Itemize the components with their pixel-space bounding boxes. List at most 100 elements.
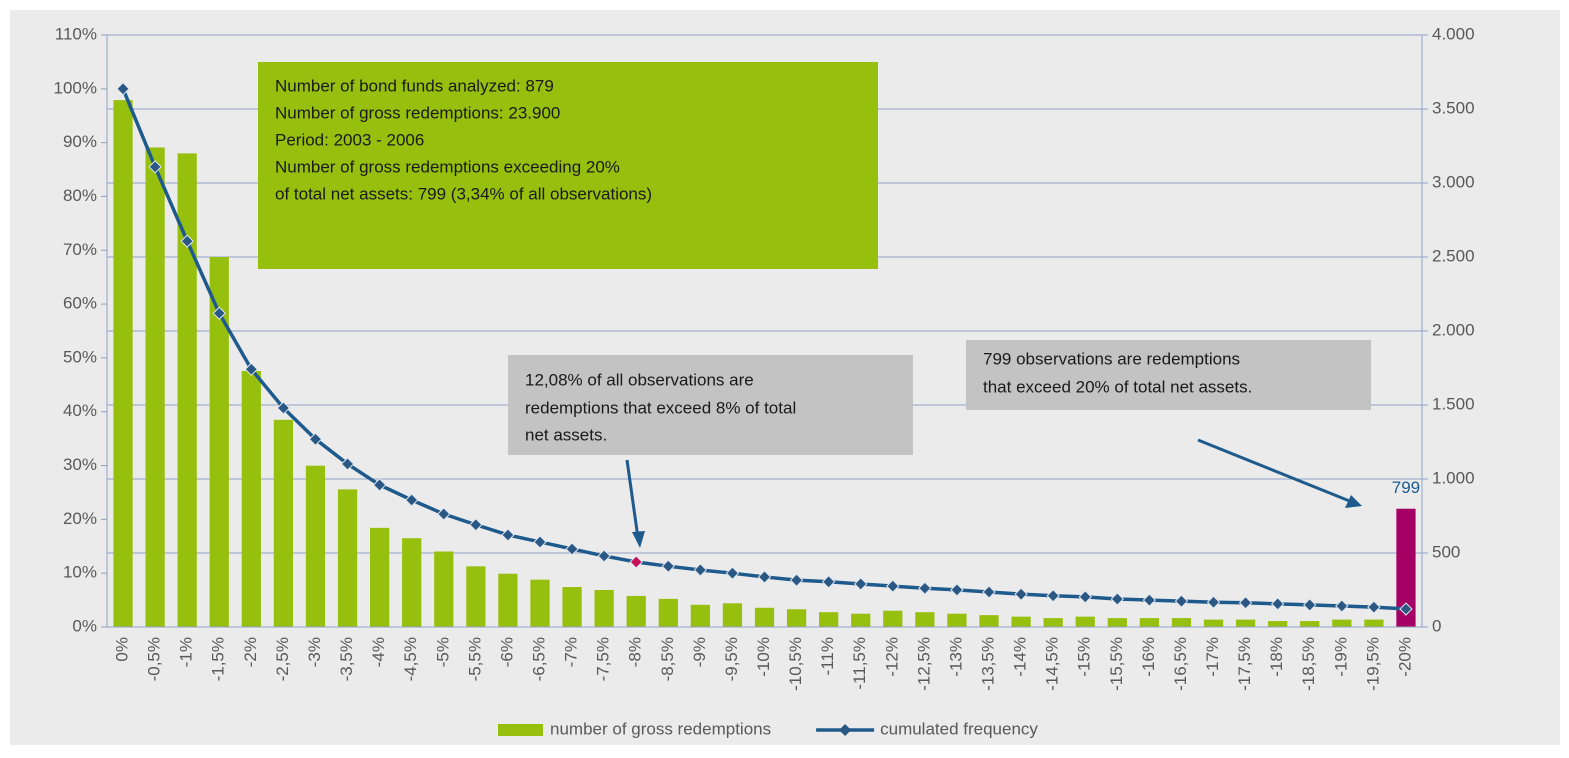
bar [1107,618,1127,627]
bars: 799 [113,100,1420,628]
y2-tick-label: 3.000 [1432,172,1475,191]
annotation-text: 12,08% of all observations are [525,370,754,389]
line-marker [821,575,836,589]
legend-marker [839,724,852,736]
bar [1043,618,1063,627]
bar [145,147,165,628]
line-marker [982,585,996,599]
x-tick-label: -16,5% [1171,637,1190,691]
x-tick-label: -10,5% [786,637,805,691]
y2-tick-label: 1.500 [1432,394,1475,413]
bar [1171,618,1192,627]
line-marker [918,581,932,595]
x-tick-label: -15% [1075,637,1094,677]
x-tick-label: -8,5% [658,637,677,681]
bar [786,609,807,627]
line-marker [1110,592,1125,606]
y2-tick-label: 2.500 [1432,246,1475,265]
line-marker [725,566,740,580]
x-tick-label: -4,5% [401,637,420,681]
x-tick-label: -17,5% [1235,637,1254,691]
bar [1075,616,1095,627]
line-marker [1238,596,1253,610]
legend: number of gross redemptions cumulated fre… [498,719,1038,738]
line-marker [533,535,547,549]
x-tick-label: -15,5% [1107,637,1126,691]
x-tick-label: -11% [818,637,837,675]
bar [241,370,261,627]
line-marker [1206,595,1221,609]
x-tick-label: -13,5% [978,637,997,691]
y-tick-label: 20% [63,509,97,528]
line-marker [1335,599,1349,613]
y-tick-label: 70% [63,240,97,259]
x-tick-label: -18,5% [1299,637,1318,691]
x-tick-label: -20% [1395,637,1414,677]
bar [1011,616,1031,627]
arrow-head [632,531,645,548]
annotation-text: Number of gross redemptions exceeding 20… [275,157,620,176]
x-tick-label: -2% [241,637,260,667]
line-marker [404,493,419,507]
x-tick-label: -19% [1331,637,1350,677]
line-layer [116,82,1413,616]
line-marker [661,559,675,573]
legend-label: number of gross redemptions [550,719,771,738]
x-tick-label: -11,5% [850,637,869,690]
x-tick-label: -7,5% [594,637,613,681]
bar [626,595,646,627]
y2-tick-label: 2.000 [1432,320,1475,339]
bar [562,587,582,627]
x-tick-label: -5% [433,637,452,667]
arrow-head [1345,495,1362,508]
y2-tick-label: 500 [1432,542,1460,561]
bar [530,579,550,627]
annotations: Number of bond funds analyzed: 879 Numbe… [258,62,1371,548]
line-marker [148,160,162,174]
line-marker [757,570,772,584]
y-tick-label: 80% [63,186,97,205]
y2-tick-label: 1.000 [1432,468,1475,487]
bar [1300,621,1320,627]
y2-tick-label: 4.000 [1432,24,1475,43]
line-marker [597,549,611,563]
x-tick-label: -18% [1267,637,1286,677]
y-tick-label: 40% [63,401,97,420]
bar [594,590,614,627]
line-marker [1078,590,1092,604]
bar [1396,508,1416,627]
bar [1268,621,1288,627]
annotation-text: 799 observations are redemptions [983,349,1240,368]
bar [658,598,678,627]
x-tick-label: -8% [626,637,645,667]
x-tick-label: -7% [562,637,581,667]
annotation-text: Number of bond funds analyzed: 879 [275,76,554,95]
x-tick-label: -3% [305,637,324,667]
x-tick-label: -5,5% [465,637,484,681]
line-marker [1399,602,1413,616]
x-tick-label: -6,5% [529,637,548,681]
y-tick-label: 50% [63,347,97,366]
y-tick-label: 100% [54,78,97,97]
bar [690,604,710,627]
x-tick-label: -0,5% [145,637,164,681]
x-tick-label: -1,5% [209,637,228,681]
line-marker [1142,593,1157,607]
line-marker [629,555,643,569]
annotation-text: Period: 2003 - 2006 [275,130,424,149]
bar [851,613,871,627]
line-marker [244,362,259,376]
bar [722,603,743,627]
line-marker [340,457,355,471]
bar [1203,619,1224,627]
bar [113,100,133,628]
arrow [1197,438,1353,504]
data-label: 799 [1392,478,1420,497]
line-marker [501,528,515,542]
line-marker [565,542,579,556]
line-marker [180,234,194,248]
x-tick-label: -10% [754,637,773,677]
y-tick-label: 30% [63,455,97,474]
bar [209,257,229,627]
